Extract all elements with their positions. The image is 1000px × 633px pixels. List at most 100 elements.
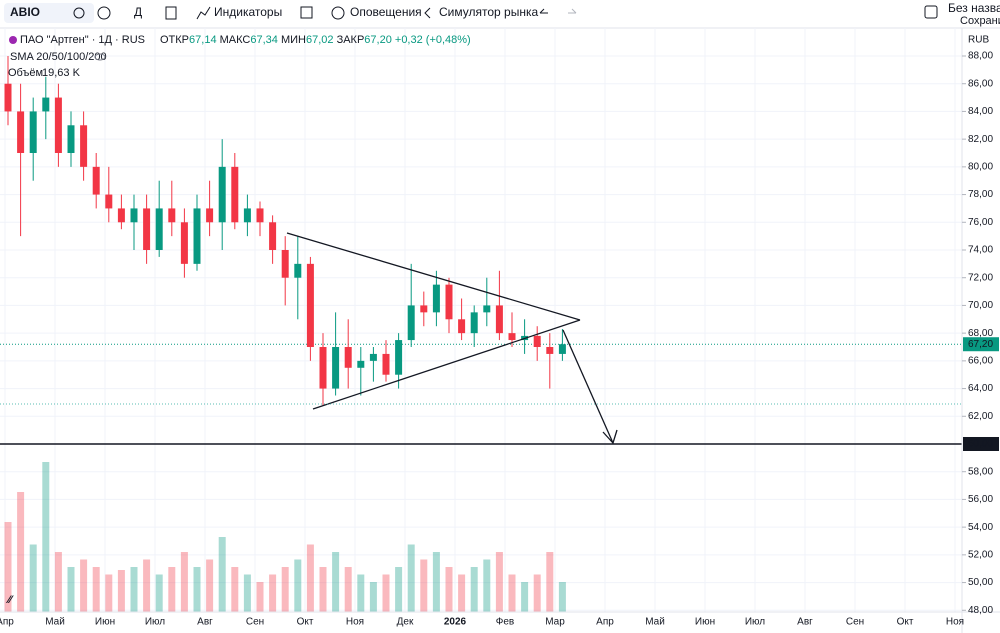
y-tick-label: 68,00 [968,328,993,339]
volume-bar [168,567,176,612]
toolbar: ABIO Д Индикаторы Оповещения Симулятор р… [0,1,1000,29]
volume-bar [458,574,466,612]
interval[interactable]: Д [134,5,142,19]
volume-bar [17,492,25,612]
ohlc-value: 67,34 [250,34,281,46]
candle-body [42,97,50,112]
volume-bar [269,574,277,612]
x-tick-label: Окт [297,617,314,628]
ohlc-value: 67,02 [306,34,337,46]
y-tick-label: 56,00 [968,494,993,505]
candle-body [382,353,390,375]
candle-body [67,125,75,153]
candle-body [193,208,201,264]
layout-name[interactable]: Без названия [948,1,1000,15]
candle-body [29,111,37,153]
volume-label[interactable]: Объём [8,67,43,79]
currency[interactable]: RUB [968,35,989,46]
templates[interactable] [300,6,313,19]
candle-body [483,305,491,313]
ohlc-value: 67,20 [364,34,395,46]
x-tick-label: Май [645,617,665,628]
x-tick-label: Авг [797,617,813,628]
candle-body [269,222,277,250]
y-tick-label: 86,00 [968,78,993,89]
ohlc-label: ОТКР [160,34,189,46]
volume-bar [92,567,100,612]
arrow-head [602,429,618,445]
last-price-box [963,337,999,352]
volume-bar [231,567,239,612]
symbol-box[interactable] [4,3,94,23]
redo[interactable] [568,8,577,14]
search-icon[interactable] [73,7,85,19]
y-tick-label: 88,00 [968,51,993,62]
y-tick-label: 64,00 [968,383,993,394]
arrow[interactable] [562,329,614,444]
candle-body [558,344,566,354]
y-tick-label: 48,00 [968,605,993,616]
candle-body [332,346,340,389]
candle-body [130,208,138,223]
y-tick-label: 76,00 [968,217,993,228]
undo[interactable] [539,8,548,14]
drawings [0,232,962,445]
volume-bar [344,567,352,612]
symbol-logo [9,36,17,44]
add-symbol[interactable] [97,6,111,20]
x-tick-label: Апр [596,617,614,628]
ohlc-label: МИН [281,34,306,46]
x-tick-label: Май [45,617,65,628]
trend-line[interactable] [286,232,581,321]
x-tick-label: Июн [95,617,115,628]
alerts[interactable]: Оповещения [350,5,422,19]
volume-bar [483,559,491,612]
indicator[interactable]: SMA 20/50/100/200 [10,51,107,63]
volume-last: 19,63 K [42,67,81,79]
volume-bar [281,567,289,612]
candle-body [256,208,264,223]
layout-status: Сохранить [960,15,1000,27]
volume-bar [395,567,403,612]
volume-bar [130,567,138,612]
alerts-icon[interactable] [331,6,345,20]
x-tick-label: Ноя [946,617,964,628]
change: +0,32 (+0,48%) [395,34,471,46]
chart-type[interactable] [165,6,177,20]
trend-line[interactable] [312,319,581,410]
candle-body [306,263,314,347]
y-tick-label: 58,00 [968,466,993,477]
x-tick-label: Сен [246,617,264,628]
candle-body [218,166,226,223]
x-tick-label: Июл [145,617,165,628]
price-axis: RUB 88,00 86,00 84,00 82,00 80,00 78,00 76,00 7… [0,28,1000,633]
candle-body [17,111,25,153]
candle-body [54,97,62,153]
x-tick-label: Июн [695,617,715,628]
volume-bar [155,574,163,612]
x-tick-label: Ноя [346,617,364,628]
volume-bar [294,559,302,612]
volume-bar [4,522,12,612]
volume-bar [243,574,251,612]
candle-body [546,346,554,354]
legend: ПАО "Артген" · 1Д · RUS ОТКР67,14 МАКС67… [8,34,471,79]
visibility-icon[interactable] [94,53,106,61]
indicators-icon[interactable] [196,6,211,20]
symbol[interactable]: ABIO [10,5,40,19]
x-tick-label: Авг [197,617,213,628]
layout-icon[interactable] [924,5,938,19]
candle-body [243,208,251,223]
replay-icon[interactable] [424,7,431,19]
y-tick-label: 54,00 [968,522,993,533]
y-tick-label: 50,00 [968,577,993,588]
indicators[interactable]: Индикаторы [214,5,282,19]
volume-bar [558,582,566,612]
level-box [963,436,999,451]
replay[interactable]: Симулятор рынка [439,5,538,19]
volume-bar [105,574,113,612]
volume-bar [42,462,50,612]
y-tick-label: 84,00 [968,106,993,117]
last-price-label: 67,20 [968,339,993,350]
candle-body [180,222,188,264]
